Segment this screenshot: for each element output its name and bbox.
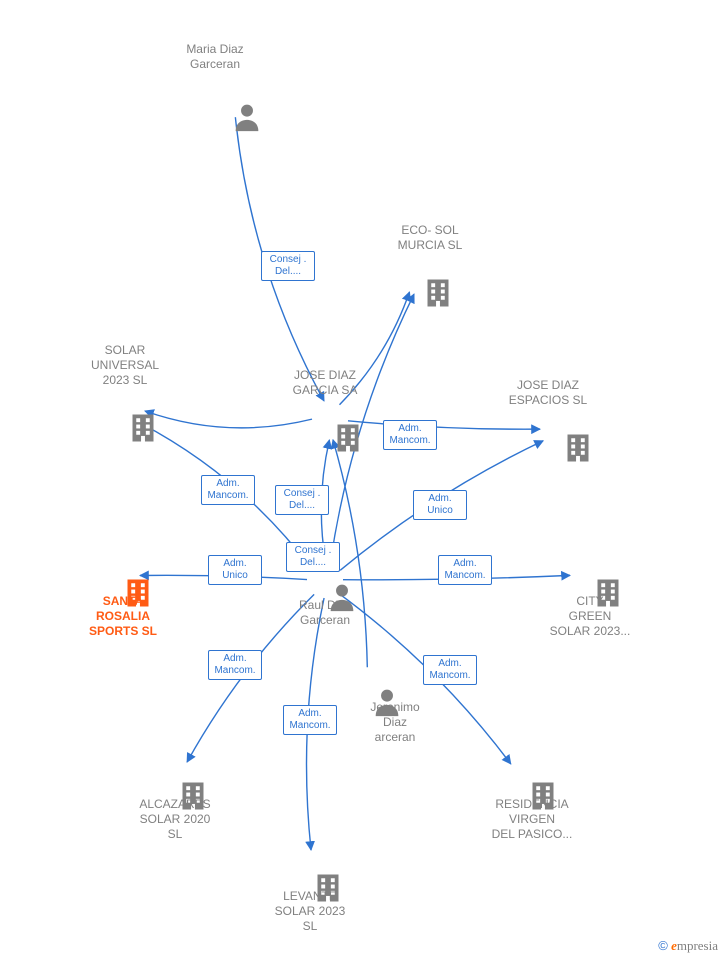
edges-layer bbox=[0, 0, 728, 960]
watermark: © empresia bbox=[658, 938, 718, 954]
edge bbox=[321, 440, 329, 562]
edge bbox=[140, 575, 307, 579]
edge bbox=[340, 441, 543, 571]
edge bbox=[330, 294, 414, 563]
edge bbox=[307, 598, 325, 850]
edge bbox=[145, 411, 312, 428]
watermark-brand: mpresia bbox=[677, 938, 718, 953]
edge bbox=[235, 117, 324, 401]
edge bbox=[187, 594, 314, 762]
edge bbox=[140, 423, 311, 568]
copyright-symbol: © bbox=[658, 938, 668, 953]
edge bbox=[343, 575, 570, 579]
edge bbox=[348, 421, 540, 429]
edge bbox=[338, 593, 511, 764]
